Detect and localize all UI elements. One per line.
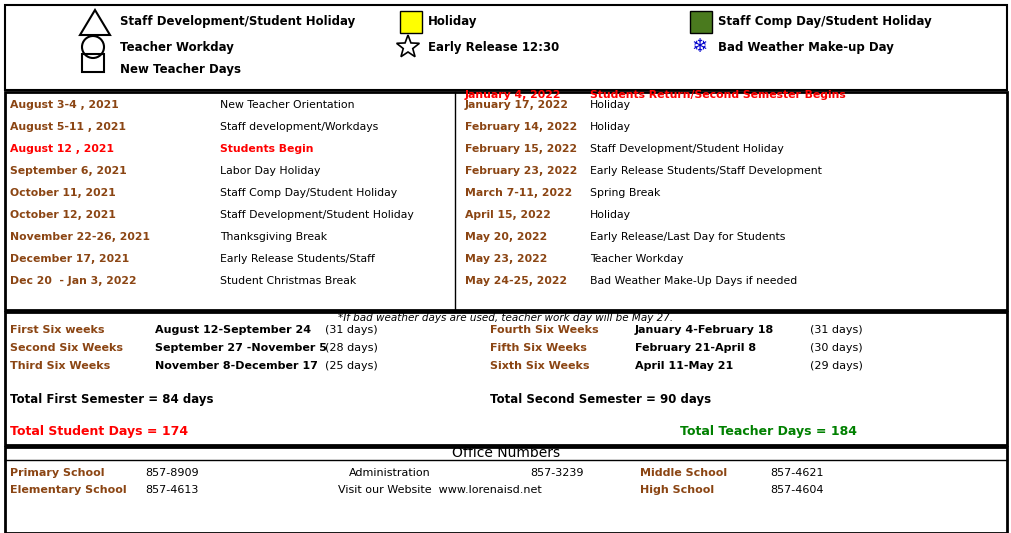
Text: February 15, 2022: February 15, 2022 [464,144,576,154]
Text: Labor Day Holiday: Labor Day Holiday [219,166,320,176]
Text: November 22-26, 2021: November 22-26, 2021 [10,232,150,242]
Text: ❄: ❄ [692,37,708,56]
Text: Middle School: Middle School [639,468,727,478]
Text: Elementary School: Elementary School [10,485,126,495]
Text: May 24-25, 2022: May 24-25, 2022 [464,276,566,286]
Text: 857-4604: 857-4604 [769,485,823,495]
Text: April 11-May 21: April 11-May 21 [634,361,733,371]
Text: Holiday: Holiday [589,122,631,132]
Text: Second Six Weeks: Second Six Weeks [10,343,123,353]
Text: May 20, 2022: May 20, 2022 [464,232,547,242]
Text: November 8-December 17: November 8-December 17 [155,361,317,371]
Text: Total Second Semester = 90 days: Total Second Semester = 90 days [489,393,711,407]
Text: March 7-11, 2022: March 7-11, 2022 [464,188,571,198]
Text: Primary School: Primary School [10,468,104,478]
Text: (28 days): (28 days) [325,343,377,353]
Text: Early Release Students/Staff Development: Early Release Students/Staff Development [589,166,821,176]
FancyBboxPatch shape [5,447,1006,533]
Text: Teacher Workday: Teacher Workday [589,254,682,264]
FancyBboxPatch shape [5,92,1006,310]
Text: Teacher Workday: Teacher Workday [120,41,234,53]
Text: February 14, 2022: February 14, 2022 [464,122,576,132]
Text: Early Release Students/Staff: Early Release Students/Staff [219,254,374,264]
Text: January 4, 2022: January 4, 2022 [464,90,561,100]
Text: Staff development/Workdays: Staff development/Workdays [219,122,378,132]
FancyBboxPatch shape [5,5,1006,90]
Text: Spring Break: Spring Break [589,188,660,198]
Text: Holiday: Holiday [589,210,631,220]
Text: Administration: Administration [349,468,431,478]
Text: (31 days): (31 days) [325,325,377,335]
Text: October 12, 2021: October 12, 2021 [10,210,116,220]
Text: April 15, 2022: April 15, 2022 [464,210,550,220]
Text: *If bad weather days are used, teacher work day will be May 27.: *If bad weather days are used, teacher w… [338,313,673,323]
Text: Sixth Six Weeks: Sixth Six Weeks [489,361,589,371]
Text: Total First Semester = 84 days: Total First Semester = 84 days [10,393,213,407]
Text: January 4-February 18: January 4-February 18 [634,325,773,335]
Text: Fourth Six Weeks: Fourth Six Weeks [489,325,599,335]
Text: December 17, 2021: December 17, 2021 [10,254,129,264]
Text: Students Return/Second Semester Begins: Students Return/Second Semester Begins [589,90,845,100]
Text: Thanksgiving Break: Thanksgiving Break [219,232,327,242]
Text: (31 days): (31 days) [809,325,861,335]
Text: Dec 20  - Jan 3, 2022: Dec 20 - Jan 3, 2022 [10,276,136,286]
Text: Holiday: Holiday [428,15,477,28]
Text: September 6, 2021: September 6, 2021 [10,166,126,176]
Text: (25 days): (25 days) [325,361,377,371]
FancyBboxPatch shape [5,312,1006,445]
Text: Fifth Six Weeks: Fifth Six Weeks [489,343,586,353]
Text: August 12-September 24: August 12-September 24 [155,325,310,335]
Text: 857-8909: 857-8909 [145,468,198,478]
Bar [82,54,104,72]
Text: August 3-4 , 2021: August 3-4 , 2021 [10,100,118,110]
Text: First Six weeks: First Six weeks [10,325,104,335]
Text: Third Six Weeks: Third Six Weeks [10,361,110,371]
Text: New Teacher Orientation: New Teacher Orientation [219,100,354,110]
Text: Bad Weather Make-Up Days if needed: Bad Weather Make-Up Days if needed [589,276,797,286]
Text: Staff Comp Day/Student Holiday: Staff Comp Day/Student Holiday [219,188,396,198]
Bar [690,11,712,33]
Text: (30 days): (30 days) [809,343,861,353]
Text: New Teacher Days: New Teacher Days [120,63,241,77]
Text: Total Teacher Days = 184: Total Teacher Days = 184 [679,425,856,439]
Text: August 5-11 , 2021: August 5-11 , 2021 [10,122,126,132]
Text: Staff Development/Student Holiday: Staff Development/Student Holiday [219,210,413,220]
Text: January 17, 2022: January 17, 2022 [464,100,568,110]
Text: October 11, 2021: October 11, 2021 [10,188,115,198]
Text: (29 days): (29 days) [809,361,862,371]
Text: Bad Weather Make-up Day: Bad Weather Make-up Day [717,41,893,53]
Text: Holiday: Holiday [589,100,631,110]
Text: 857-4613: 857-4613 [145,485,198,495]
Text: May 23, 2022: May 23, 2022 [464,254,547,264]
Text: High School: High School [639,485,714,495]
Text: Staff Development/Student Holiday: Staff Development/Student Holiday [589,144,783,154]
Text: 857-4621: 857-4621 [769,468,823,478]
Text: August 12 , 2021: August 12 , 2021 [10,144,114,154]
Text: Students Begin: Students Begin [219,144,313,154]
Text: Staff Development/Student Holiday: Staff Development/Student Holiday [120,15,355,28]
Text: Early Release 12:30: Early Release 12:30 [428,41,559,53]
Text: February 21-April 8: February 21-April 8 [634,343,755,353]
Text: Visit our Website  www.lorenaisd.net: Visit our Website www.lorenaisd.net [338,485,541,495]
Bar [399,11,422,33]
Text: February 23, 2022: February 23, 2022 [464,166,577,176]
Text: Staff Comp Day/Student Holiday: Staff Comp Day/Student Holiday [717,15,931,28]
Text: 857-3239: 857-3239 [530,468,583,478]
Text: Total Student Days = 174: Total Student Days = 174 [10,425,188,439]
Text: September 27 -November 5: September 27 -November 5 [155,343,327,353]
Text: Office Numbers: Office Numbers [452,446,559,460]
Text: Student Christmas Break: Student Christmas Break [219,276,356,286]
Text: Early Release/Last Day for Students: Early Release/Last Day for Students [589,232,785,242]
